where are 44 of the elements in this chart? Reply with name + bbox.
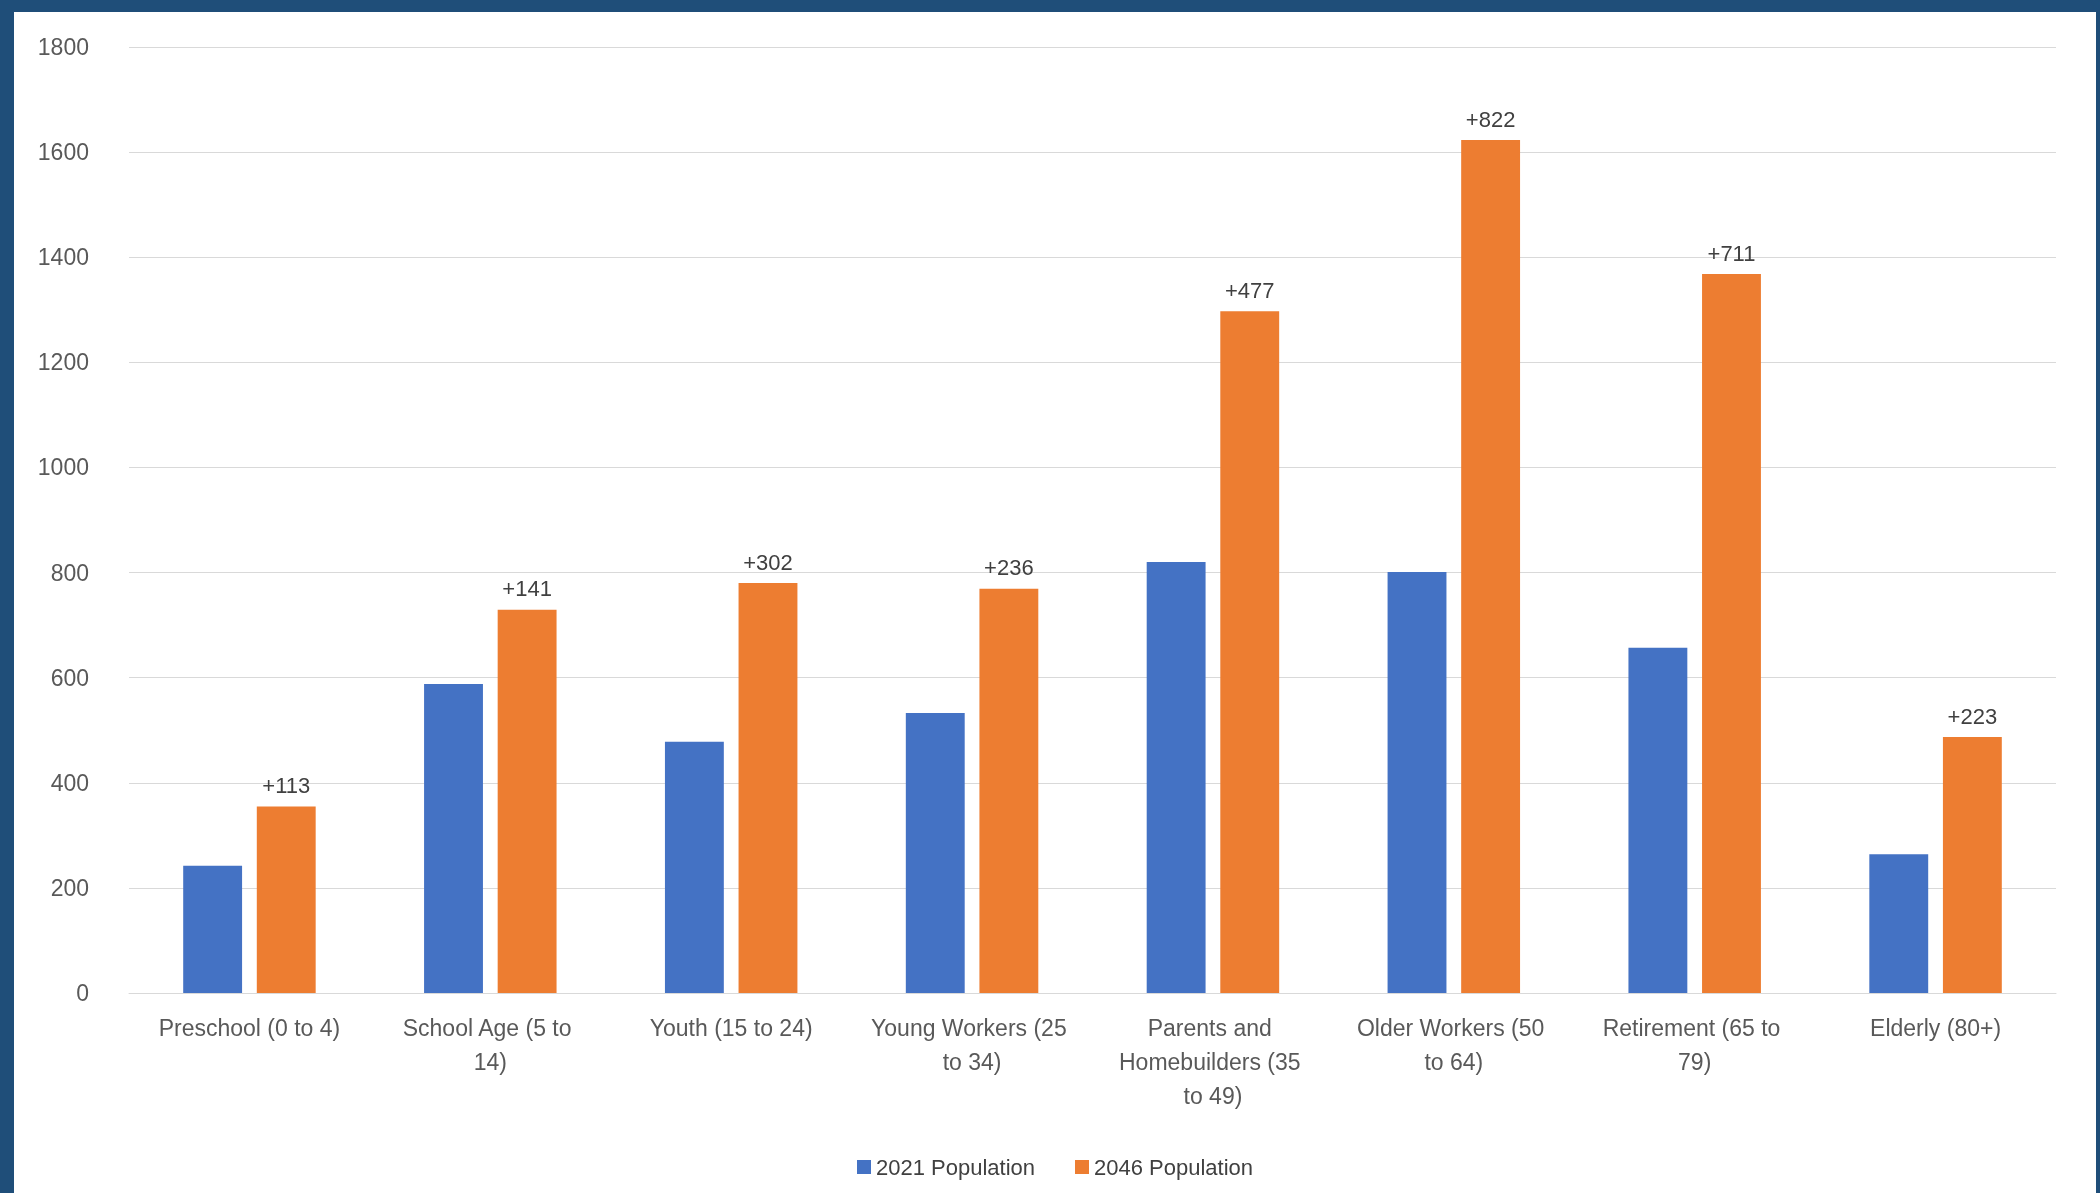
y-tick-label: 1000 [37, 454, 89, 481]
y-tick-label: 400 [50, 769, 89, 796]
annotation: +302 [743, 549, 793, 575]
y-tick-label: 1200 [37, 349, 89, 376]
annotation: +477 [1224, 277, 1275, 303]
bar [905, 712, 965, 993]
annotation: +236 [984, 555, 1034, 581]
bar [256, 806, 316, 993]
y-tick-label: 1800 [37, 34, 89, 60]
bar [1387, 572, 1447, 993]
x-tick-label: Elderly (80+) [1870, 1015, 2002, 1041]
bar [979, 588, 1039, 993]
legend-label: 2021 Population [875, 1154, 1035, 1180]
annotation: +822 [1465, 106, 1516, 132]
annotation: +711 [1707, 240, 1756, 266]
x-tick-label: Retirement (65 to 79) [1602, 1015, 1787, 1075]
y-tick-label: 800 [50, 559, 89, 586]
bar [424, 683, 483, 993]
bar [1702, 274, 1761, 993]
bar [1628, 647, 1688, 993]
bar [1942, 737, 2002, 993]
annotation: +223 [1947, 703, 1998, 729]
bar [1869, 854, 1929, 993]
y-tick-label: 200 [50, 874, 89, 901]
bar [1461, 140, 1521, 993]
bar [664, 741, 724, 993]
y-tick-label: 600 [50, 664, 89, 691]
y-tick-label: 1600 [37, 139, 89, 166]
x-tick-label: Parents and Homebuilders (35 to 49) [1118, 1015, 1307, 1109]
x-tick-label: Young Workers (25 to 34) [871, 1015, 1074, 1075]
bar [1220, 311, 1280, 993]
y-tick-label: 0 [76, 980, 89, 1006]
y-tick-label: 1400 [37, 244, 89, 271]
annotation: +141 [502, 576, 552, 602]
legend-label: 2046 Population [1094, 1154, 1254, 1180]
bar [738, 583, 798, 993]
bar [497, 609, 557, 993]
bar [183, 865, 243, 993]
x-tick-label: Preschool (0 to 4) [158, 1015, 341, 1041]
annotation: +113 [262, 772, 311, 798]
x-tick-label: School Age (5 to 14) [402, 1015, 578, 1075]
x-tick-label: Youth (15 to 24) [649, 1015, 813, 1041]
bar [1146, 562, 1206, 993]
x-tick-label: Older Workers (50 to 64) [1356, 1015, 1551, 1075]
